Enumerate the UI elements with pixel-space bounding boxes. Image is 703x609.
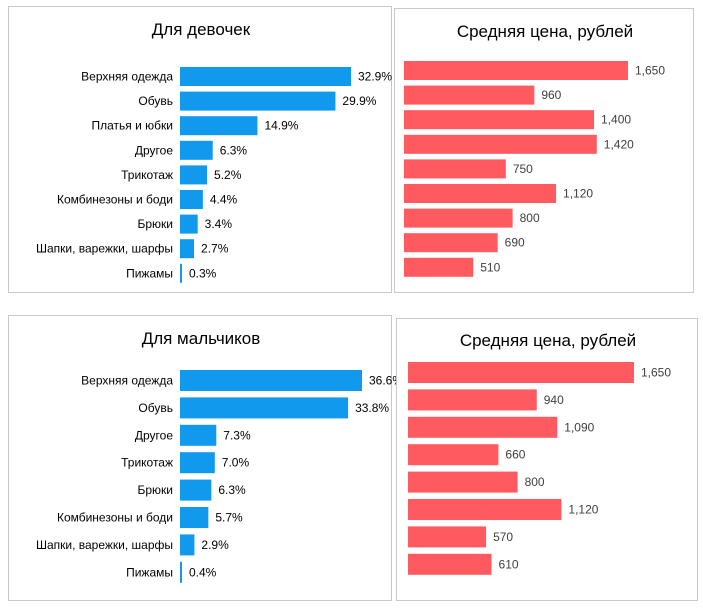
category-label: Другое: [135, 143, 173, 157]
data-label: 960: [541, 88, 561, 102]
category-label: Пижамы: [126, 266, 173, 280]
category-label: Пижамы: [126, 565, 173, 579]
bar: [180, 67, 351, 86]
bar: [404, 208, 513, 228]
data-label: 1,120: [563, 187, 593, 201]
bar: [404, 184, 557, 203]
data-label: 7.3%: [223, 428, 251, 442]
data-label: 940: [544, 393, 564, 407]
data-label: 690: [505, 236, 525, 250]
data-label: 33.8%: [355, 401, 389, 415]
data-label: 750: [513, 162, 533, 176]
boys-share-chart: Для мальчиков Верхняя одежда 36.6% Обувь 33.…: [8, 315, 403, 601]
category-label: Комбинезоны и боди: [57, 511, 173, 525]
category-label: Обувь: [138, 94, 173, 108]
bar: [180, 534, 195, 556]
bar: [180, 424, 217, 446]
bar: [404, 159, 506, 179]
bar: [180, 507, 209, 528]
bar: [408, 416, 558, 438]
data-label: 800: [520, 211, 540, 225]
bar: [180, 561, 182, 583]
bar: [404, 110, 595, 130]
chart-title: Средняя цена, рублей: [457, 22, 633, 41]
category-label: Верхняя одежда: [81, 374, 173, 388]
data-label: 29.9%: [342, 94, 376, 108]
data-label: 2.7%: [201, 242, 229, 256]
bar: [404, 61, 628, 80]
category-label: Верхняя одежда: [81, 70, 173, 84]
data-label: 14.9%: [264, 119, 298, 133]
data-label: 1,400: [601, 113, 631, 127]
data-label: 800: [525, 475, 545, 489]
bar: [180, 452, 215, 474]
category-label: Брюки: [137, 217, 173, 231]
data-label: 1,090: [564, 420, 594, 434]
category-label: Брюки: [137, 483, 173, 497]
data-label: 6.3%: [220, 143, 248, 157]
category-label: Трикотаж: [121, 168, 173, 182]
data-label: 5.7%: [215, 511, 243, 525]
data-label: 610: [499, 557, 519, 571]
data-label: 1,650: [635, 64, 665, 78]
category-label: Шапки, варежки, шарфы: [36, 242, 173, 256]
data-label: 1,120: [568, 503, 598, 517]
bar: [408, 526, 487, 548]
data-label: 2.9%: [201, 538, 229, 552]
bar: [404, 85, 535, 105]
girls-price-svg: Средняя цена, рублей 1,650 960 1,400 1,420 75…: [404, 22, 665, 277]
data-label: 5.2%: [214, 168, 242, 182]
bar: [180, 370, 362, 391]
category-label: Другое: [135, 428, 173, 442]
category-label: Шапки, варежки, шарфы: [36, 538, 173, 552]
bar: [404, 257, 474, 277]
girls-share-chart: Для девочек Верхняя одежда 32.9% Обувь 29.9%…: [8, 6, 392, 293]
data-label: 0.3%: [189, 266, 217, 280]
chart-title: Средняя цена, рублей: [460, 331, 636, 350]
boys-price-chart: Средняя цена, рублей 1,650 940 1,090 660 800 1…: [396, 318, 698, 601]
chart-title: Для девочек: [152, 20, 251, 39]
bar: [408, 444, 499, 466]
data-label: 510: [480, 260, 500, 274]
data-label: 1,420: [604, 137, 634, 151]
data-label: 1,650: [641, 366, 671, 380]
bar: [180, 397, 349, 419]
data-label: 36.6%: [369, 374, 403, 388]
bar: [180, 190, 203, 209]
bar: [408, 389, 537, 411]
data-label: 660: [505, 448, 525, 462]
category-label: Обувь: [138, 401, 173, 415]
category-label: Трикотаж: [121, 456, 173, 470]
category-label: Платья и юбки: [92, 119, 173, 133]
girls-price-chart: Средняя цена, рублей 1,650 960 1,400 1,420 75…: [394, 8, 694, 293]
bar: [180, 479, 212, 501]
data-label: 3.4%: [205, 217, 233, 231]
data-label: 6.3%: [218, 483, 246, 497]
bar: [408, 362, 634, 383]
bar: [180, 116, 258, 136]
data-label: 0.4%: [189, 565, 217, 579]
girls-share-svg: Для девочек Верхняя одежда 32.9% Обувь 29.9%…: [36, 20, 392, 283]
data-label: 4.4%: [210, 193, 238, 207]
bar: [180, 91, 336, 111]
boys-share-svg: Для мальчиков Верхняя одежда 36.6% Обувь 33.…: [36, 329, 403, 583]
bar: [180, 165, 208, 185]
bar: [180, 140, 213, 160]
bar: [408, 553, 492, 575]
data-label: 570: [493, 530, 513, 544]
bar: [404, 233, 498, 253]
category-label: Комбинезоны и боди: [57, 193, 173, 207]
data-label: 32.9%: [358, 70, 392, 84]
chart-title: Для мальчиков: [142, 329, 261, 348]
bar: [180, 239, 195, 259]
bar: [404, 134, 597, 154]
data-label: 7.0%: [222, 456, 250, 470]
bar: [180, 214, 198, 234]
bar: [180, 263, 182, 283]
bar: [408, 471, 518, 493]
bar: [408, 499, 562, 520]
